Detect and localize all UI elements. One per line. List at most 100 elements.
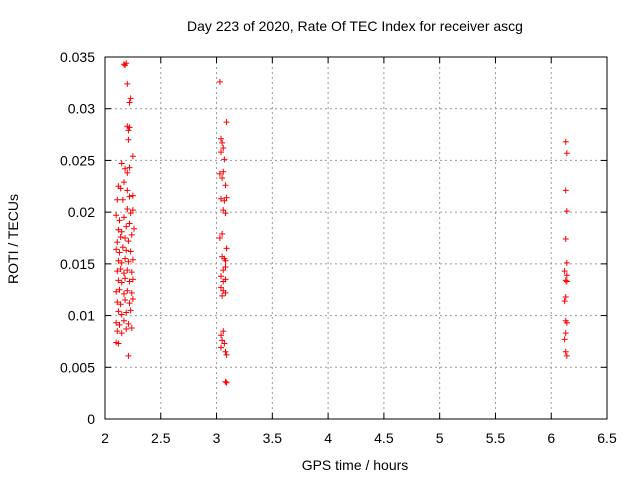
data-point [131,225,138,232]
data-point [222,257,229,264]
data-point [563,278,570,285]
y-tick-label: 0.025 [60,152,95,168]
data-point [122,275,129,282]
data-point [218,332,225,339]
data-point [113,288,120,295]
data-point [116,249,123,256]
data-point [123,60,130,67]
data-point [120,179,127,186]
data-point [219,337,226,344]
data-point [219,175,226,182]
data-point [563,150,570,157]
data-point [219,292,226,299]
data-point [223,119,230,126]
data-point [113,319,120,326]
data-point [127,210,134,217]
data-point [120,214,127,221]
data-point [220,267,227,274]
data-point [563,352,570,359]
data-point [562,330,569,337]
x-axis-label: GPS time / hours [302,457,409,473]
data-point [222,182,229,189]
data-point [115,277,122,284]
y-tick-label: 0.005 [60,359,95,375]
data-point [129,153,136,160]
data-point [562,293,569,300]
data-point [126,278,133,285]
data-point [116,217,123,224]
axis-ticks: 2 2.5 3 3.5 4 4.5 5 5.5 6 6.5 0 0.005 0.01 0.015 0.02 0… [60,49,617,446]
data-point [115,308,122,315]
data-point [124,287,131,294]
data-point [563,259,570,266]
data-point [562,277,569,284]
y-tick-label: 0.02 [68,204,95,220]
data-point [118,228,125,235]
y-tick-label: 0.015 [60,256,95,272]
y-tick-label: 0.01 [68,308,95,324]
data-point [218,344,225,351]
data-point [218,195,225,202]
data-point [126,193,133,200]
data-point [221,340,228,347]
data-point [118,160,125,167]
data-point [128,269,135,276]
data-point [116,321,123,328]
data-point [563,319,570,326]
data-point [113,246,120,253]
data-point [125,352,132,359]
x-tick-label: 3 [213,430,221,446]
data-point [123,309,130,316]
data-point [562,236,569,243]
gridlines [105,57,607,419]
data-point [219,230,226,237]
data-point [127,248,134,255]
data-point [126,99,133,106]
data-point [220,145,227,152]
data-point [119,196,126,203]
data-point [125,238,132,245]
x-tick-label: 2.5 [151,430,171,446]
data-point [118,330,125,337]
data-point [124,169,131,176]
data-point [124,267,131,274]
data-point [114,239,121,246]
data-point [562,138,569,145]
data-point [220,207,227,214]
x-tick-label: 4.5 [374,430,394,446]
data-point [218,135,225,142]
data-point [221,197,228,204]
data-point [122,255,129,262]
data-point [218,273,225,280]
y-tick-label: 0.035 [60,49,95,65]
data-point [115,340,122,347]
data-point [220,168,227,175]
data-point [116,286,123,293]
x-tick-label: 6 [547,430,555,446]
data-point [125,136,132,143]
data-point [120,290,127,297]
data-point [114,299,121,306]
x-tick-label: 5.5 [486,430,506,446]
data-point [223,245,230,252]
data-point [128,231,135,238]
x-tick-label: 6.5 [597,430,617,446]
y-tick-label: 0.03 [68,101,95,117]
y-axis-label: ROTI / TECUs [5,194,21,284]
data-point [124,80,131,87]
data-point [124,206,131,213]
data-points [113,60,570,386]
y-tick-label: 0 [87,411,95,427]
data-point [123,326,130,333]
data-point [113,212,120,219]
data-point [117,185,124,192]
data-point [126,124,133,131]
data-point [118,279,125,286]
x-tick-label: 4 [324,430,332,446]
data-point [563,208,570,215]
data-point [126,300,133,307]
plot-frame [104,56,608,420]
data-point [223,379,230,386]
data-point [122,235,129,241]
